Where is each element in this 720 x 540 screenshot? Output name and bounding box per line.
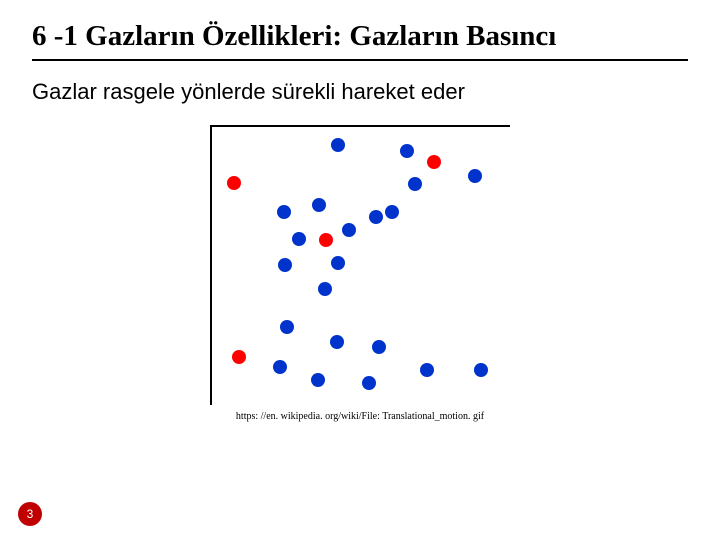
particle-dot — [232, 350, 246, 364]
particle-dot — [369, 210, 383, 224]
particle-dot — [292, 232, 306, 246]
particle-chart-box — [210, 125, 510, 405]
particle-dot — [468, 169, 482, 183]
particle-dot — [277, 205, 291, 219]
particle-dot — [342, 223, 356, 237]
particle-dot — [311, 373, 325, 387]
slide: 6 -1 Gazların Özellikleri: Gazların Bası… — [0, 0, 720, 540]
particle-dot — [227, 176, 241, 190]
particle-dot — [319, 233, 333, 247]
particle-chart-wrap: https: //en. wikipedia. org/wiki/File: T… — [32, 125, 688, 422]
particle-dot — [330, 335, 344, 349]
slide-title: 6 -1 Gazların Özellikleri: Gazların Bası… — [32, 20, 688, 61]
slide-subtitle: Gazlar rasgele yönlerde sürekli hareket … — [32, 79, 688, 105]
page-number: 3 — [27, 507, 34, 521]
particle-dot — [331, 256, 345, 270]
particle-dot — [372, 340, 386, 354]
particle-dot — [312, 198, 326, 212]
particle-dot — [420, 363, 434, 377]
particle-dot — [273, 360, 287, 374]
particle-dot — [408, 177, 422, 191]
particle-dot — [427, 155, 441, 169]
particle-dot — [474, 363, 488, 377]
particle-dot — [385, 205, 399, 219]
particle-dot — [331, 138, 345, 152]
particle-dot — [280, 320, 294, 334]
page-number-badge: 3 — [18, 502, 42, 526]
chart-caption: https: //en. wikipedia. org/wiki/File: T… — [236, 411, 484, 422]
particle-dot — [400, 144, 414, 158]
particle-dot — [362, 376, 376, 390]
particle-dot — [278, 258, 292, 272]
particle-chart — [212, 127, 512, 407]
particle-dot — [318, 282, 332, 296]
